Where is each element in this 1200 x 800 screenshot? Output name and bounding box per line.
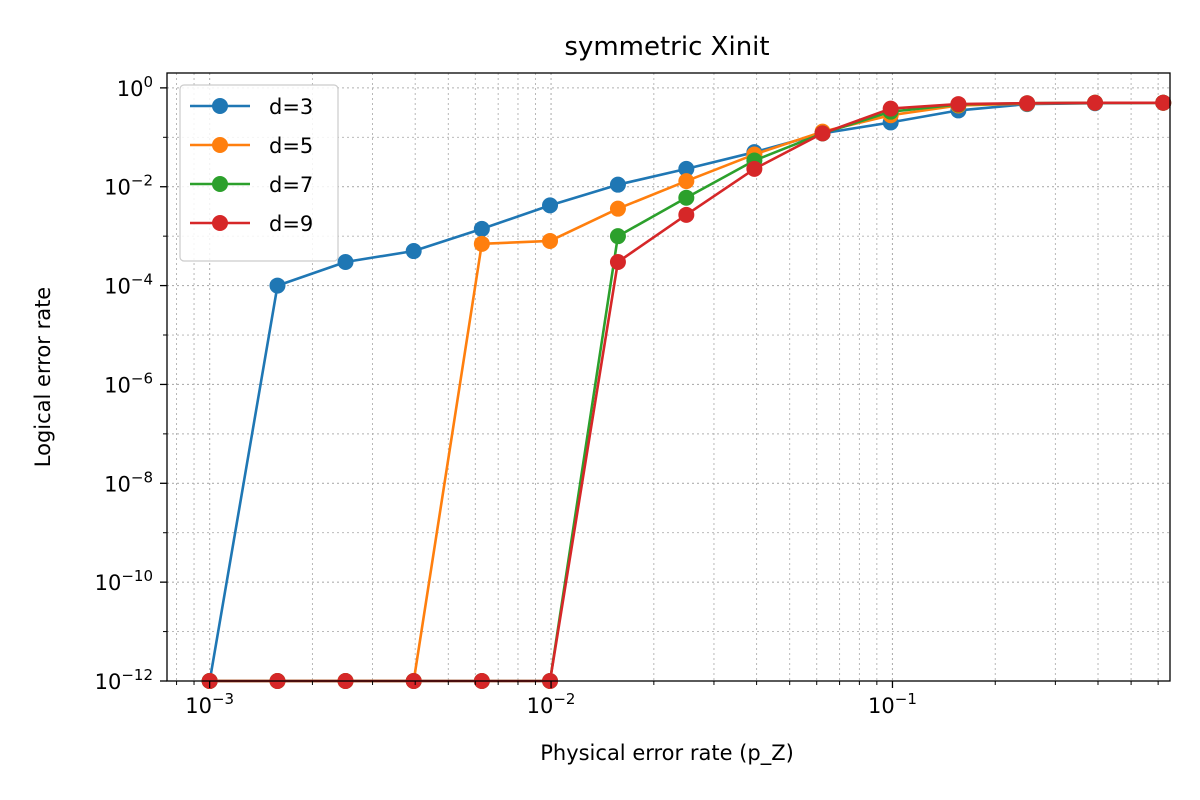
- data-point: [542, 232, 559, 249]
- data-point: [269, 277, 286, 294]
- data-point: [746, 160, 763, 177]
- legend: d=3 d=5 d=7 d=9: [179, 84, 339, 262]
- legend-swatch-marker: [212, 215, 228, 231]
- data-point: [882, 100, 899, 117]
- x-axis-label: Physical error rate (p_Z): [540, 741, 794, 766]
- data-point: [609, 228, 626, 245]
- y-tick-label: 10−4: [104, 271, 153, 299]
- data-point: [609, 254, 626, 271]
- data-point: [542, 197, 559, 214]
- legend-label: d=7: [269, 173, 313, 197]
- y-tick-label: 100: [117, 73, 153, 101]
- x-tick-label: 10−1: [868, 690, 917, 718]
- plot-frame: [166, 72, 1171, 682]
- x-tick-label: 10−3: [185, 690, 234, 718]
- legend-label: d=5: [269, 134, 313, 158]
- data-point: [814, 125, 831, 142]
- legend-label: d=3: [269, 95, 313, 119]
- y-tick-label: 10−8: [104, 468, 153, 496]
- x-tick-label: 10−2: [527, 690, 576, 718]
- data-point: [405, 243, 422, 260]
- data-point: [609, 200, 626, 217]
- data-point: [609, 176, 626, 193]
- data-point: [1087, 94, 1104, 111]
- chart-title: symmetric Xinit: [564, 32, 769, 62]
- data-point: [1019, 95, 1036, 112]
- legend-swatch-marker: [212, 137, 228, 153]
- data-point: [678, 206, 695, 223]
- series-group: [201, 94, 1172, 689]
- y-tick-label: 10−10: [95, 567, 153, 595]
- data-point: [678, 189, 695, 206]
- data-point: [950, 96, 967, 113]
- data-point: [678, 160, 695, 177]
- legend-swatch-marker: [212, 98, 228, 114]
- ticks: 10−3 10−2 10−1 100 10−2 10−4 10−6 10−8 10−10 10−1…: [95, 73, 1159, 718]
- legend-swatch-marker: [212, 176, 228, 192]
- data-point: [337, 254, 354, 271]
- legend-label: d=9: [269, 212, 313, 236]
- data-point: [473, 220, 490, 237]
- legend-box: [179, 84, 339, 262]
- y-tick-label: 10−6: [104, 369, 153, 397]
- y-tick-label: 10−2: [104, 172, 153, 200]
- data-point: [473, 235, 490, 252]
- y-tick-label: 10−12: [95, 666, 153, 694]
- data-point: [678, 173, 695, 190]
- data-point: [1155, 94, 1172, 111]
- y-axis-label: Logical error rate: [31, 287, 55, 467]
